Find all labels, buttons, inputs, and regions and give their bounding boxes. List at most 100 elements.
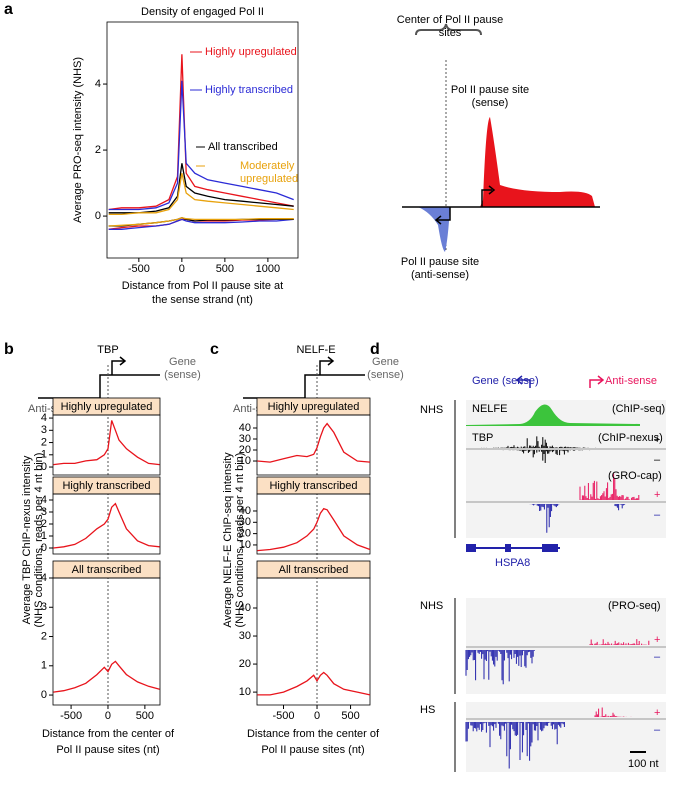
x-axis-label: Distance from the center of bbox=[42, 728, 175, 740]
y-tick-label: 40 bbox=[239, 505, 251, 517]
y-axis-label: Average TBP ChIP-nexus intensity bbox=[21, 455, 33, 624]
data-line bbox=[53, 660, 160, 693]
signal bbox=[594, 707, 632, 717]
sense-arrow-head bbox=[488, 185, 496, 195]
x-tick-label: 1000 bbox=[256, 263, 280, 275]
exon bbox=[505, 544, 511, 552]
panel-label: d bbox=[370, 341, 380, 358]
subplot-title: All transcribed bbox=[72, 564, 142, 576]
data-line bbox=[257, 422, 371, 463]
y-tick-label: 4 bbox=[41, 494, 47, 506]
data-line bbox=[257, 507, 371, 552]
signal bbox=[481, 436, 597, 448]
sense-arrow bbox=[481, 189, 492, 207]
track-label: NHS bbox=[420, 600, 443, 612]
panel-label: b bbox=[4, 341, 14, 358]
data-line bbox=[108, 173, 294, 216]
plot-frame bbox=[256, 414, 371, 476]
x-axis-label: Pol II pause sites (nt) bbox=[56, 744, 159, 756]
y-tick-label: 4 bbox=[41, 572, 47, 584]
gene-strand bbox=[243, 374, 365, 399]
y-axis-label: (NHS conditions, reads per 4 nt bin) bbox=[33, 453, 45, 628]
y-tick-label: 1 bbox=[41, 530, 47, 542]
y-tick-label: 20 bbox=[239, 444, 251, 456]
subplot-title: Highly transcribed bbox=[269, 480, 357, 492]
x-axis-label: Distance from the center of bbox=[247, 728, 380, 740]
track-label: HSPA8 bbox=[495, 557, 530, 569]
track-label: – bbox=[654, 724, 661, 736]
plot-frame bbox=[256, 577, 371, 706]
x-tick-label: 500 bbox=[136, 710, 154, 722]
y-tick-label: 0 bbox=[41, 689, 47, 701]
gene-strand bbox=[38, 374, 160, 399]
y-tick-label: 20 bbox=[239, 528, 251, 540]
chart-title: Density of engaged Pol II bbox=[141, 6, 264, 18]
signal bbox=[502, 450, 591, 463]
y-tick-label: 1 bbox=[41, 449, 47, 461]
y-tick-label: 3 bbox=[41, 424, 47, 436]
y-axis-label: Average NELF-E ChIP-seq intensity bbox=[222, 452, 234, 628]
data-line bbox=[53, 502, 160, 549]
sense-arrow bbox=[319, 360, 332, 375]
track-label: (PRO-seq) bbox=[608, 600, 661, 612]
x-tick-label: 0 bbox=[105, 710, 111, 722]
track-label: HS bbox=[420, 704, 435, 716]
y-tick-label: 10 bbox=[239, 455, 251, 467]
y-axis-label: (NHS conditions, reads per 4 nt bin) bbox=[234, 453, 246, 628]
genome-browser bbox=[454, 375, 666, 772]
signal bbox=[465, 650, 535, 685]
pause-diagram bbox=[402, 23, 600, 252]
track-label: NELFE bbox=[472, 403, 507, 415]
track-label: + bbox=[654, 434, 660, 446]
series-label: All transcribed bbox=[208, 141, 278, 153]
track-label: – bbox=[654, 651, 661, 663]
y-tick-label: 2 bbox=[41, 436, 47, 448]
track-label: (GRO-cap) bbox=[608, 470, 662, 482]
antisense-arrow bbox=[589, 375, 605, 388]
track-label: TBP bbox=[472, 432, 493, 444]
y-tick-label: 3 bbox=[41, 601, 47, 613]
signal bbox=[529, 504, 560, 533]
arrow-head bbox=[119, 356, 127, 366]
x-axis-label: Pol II pause sites (nt) bbox=[261, 744, 364, 756]
x-axis-label: the sense strand (nt) bbox=[152, 294, 253, 306]
data-line bbox=[108, 218, 294, 230]
subplot-title: Highly transcribed bbox=[62, 480, 150, 492]
plot-frame bbox=[52, 414, 161, 476]
subplot-title: Highly upregulated bbox=[268, 401, 360, 413]
y-tick-label: 0 bbox=[95, 210, 101, 222]
x-tick-label: 500 bbox=[216, 263, 234, 275]
y-tick-label: 0 bbox=[41, 461, 47, 473]
y-tick-label: 40 bbox=[239, 422, 251, 434]
track-bg bbox=[466, 598, 666, 694]
panel-title: TBP bbox=[97, 344, 118, 356]
signal bbox=[614, 504, 626, 511]
y-tick-label: 4 bbox=[95, 78, 101, 90]
y-tick-label: 1 bbox=[41, 660, 47, 672]
x-tick-label: -500 bbox=[60, 710, 82, 722]
track-label: 100 nt bbox=[628, 758, 659, 770]
antisense-peak bbox=[418, 207, 450, 252]
data-line bbox=[53, 420, 160, 466]
nelfe-track bbox=[466, 404, 640, 426]
antisense-arrow bbox=[437, 207, 451, 221]
data-line bbox=[257, 671, 371, 696]
gene-label: Gene (sense) bbox=[164, 356, 201, 381]
plot-frame bbox=[256, 493, 371, 555]
y-tick-label: 0 bbox=[41, 542, 47, 554]
center-label: Center of Pol II pause sites bbox=[396, 14, 504, 39]
x-tick-label: -500 bbox=[128, 263, 150, 275]
series-label: Moderately upregulated bbox=[240, 160, 299, 185]
y-tick-label: 30 bbox=[239, 630, 251, 642]
x-tick-label: 0 bbox=[314, 710, 320, 722]
gene-arrow bbox=[515, 375, 531, 388]
track-label: + bbox=[654, 634, 660, 646]
subplot-title: Highly upregulated bbox=[61, 401, 153, 413]
y-tick-label: 30 bbox=[239, 516, 251, 528]
sense-label: Pol II pause site (sense) bbox=[450, 84, 530, 109]
sense-arrow bbox=[111, 360, 124, 375]
y-tick-label: 4 bbox=[41, 412, 47, 424]
track-bg bbox=[466, 702, 666, 772]
